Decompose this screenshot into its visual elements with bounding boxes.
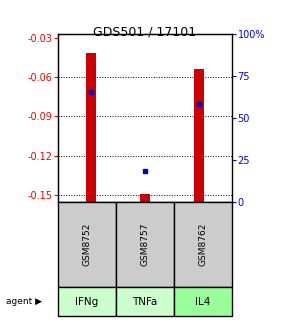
Text: IL4: IL4 [195, 297, 211, 306]
Text: GDS501 / 17101: GDS501 / 17101 [93, 25, 197, 38]
Text: TNFa: TNFa [132, 297, 158, 306]
Text: GSM8762: GSM8762 [198, 223, 208, 266]
Text: agent ▶: agent ▶ [6, 297, 42, 306]
Text: GSM8757: GSM8757 [140, 223, 150, 266]
Text: GSM8752: GSM8752 [82, 223, 92, 266]
Bar [195, 69, 204, 202]
Bar [86, 53, 95, 202]
Text: IFNg: IFNg [75, 297, 99, 306]
Bar [140, 194, 150, 202]
